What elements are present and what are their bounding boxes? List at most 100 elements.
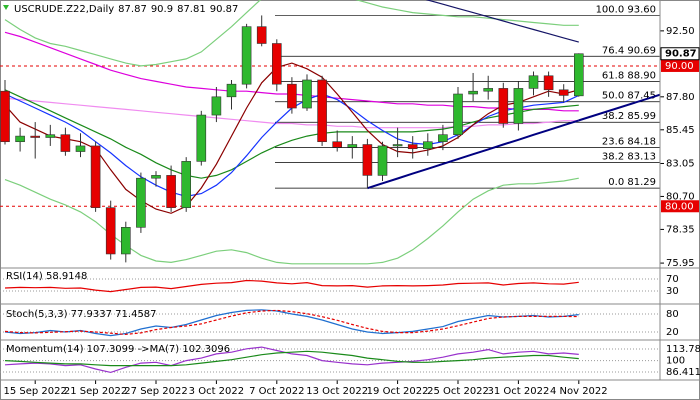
series-group: [4, 309, 579, 337]
indicator-line: [4, 177, 579, 265]
level-box: [661, 59, 699, 72]
title-icon: [3, 5, 9, 10]
title-text: USCRUDE.Z22,Daily: [14, 4, 114, 15]
candle-body: [271, 43, 282, 85]
candle-body: [287, 83, 297, 109]
candle-body: [513, 88, 524, 124]
candle-body: [453, 93, 463, 136]
y-tick-label: 113.785: [666, 344, 700, 355]
candle-body: [30, 135, 41, 138]
fib-label: 76.4 90.69: [602, 45, 656, 56]
candle-body: [211, 96, 222, 116]
candle-body: [317, 79, 327, 143]
panel-title: Stoch(5,3,3) 77.9337 71.4587: [6, 309, 157, 320]
series-group: [4, 346, 579, 374]
candle-body: [105, 207, 116, 255]
fib-label: 61.8 88.90: [602, 70, 656, 81]
candle-body: [392, 144, 403, 147]
y-tick-label: 75.95: [666, 258, 695, 269]
price-box: [660, 47, 700, 61]
fib-label: 23.6 84.18: [602, 137, 656, 148]
x-tick-label: 31 Oct 2022: [487, 386, 549, 397]
indicator-line: [4, 0, 579, 67]
y-tick-label: 85.45: [666, 125, 695, 136]
candle-body: [302, 79, 312, 109]
x-tick-label: 7 Oct 2022: [249, 386, 304, 397]
x-tick-label: 27 Sep 2022: [124, 386, 187, 397]
candle-body: [558, 89, 569, 96]
y-tick-label: 78.35: [666, 224, 695, 235]
y-tick-label: 100: [666, 356, 685, 367]
panel-title: RSI(14) 58.9148: [6, 271, 87, 282]
candle-body: [543, 75, 554, 91]
level-label: 90.00: [665, 61, 694, 72]
candle-body: [136, 177, 146, 228]
x-tick-label: 4 Nov 2022: [550, 386, 608, 397]
last-price-label: 90.87: [665, 49, 697, 60]
candle-body: [15, 135, 25, 143]
candle-body: [422, 141, 433, 150]
indicator-line: [4, 279, 579, 293]
candle-body: [121, 227, 131, 255]
candle-body: [362, 144, 373, 176]
candle-body: [438, 134, 448, 143]
indicator-line: [367, 119, 580, 190]
y-tick-label: 80: [666, 309, 679, 320]
ohlc-value: 87.87: [118, 4, 147, 15]
x-tick-label: 13 Oct 2022: [306, 386, 368, 397]
candle-body: [151, 175, 161, 179]
y-tick-label: 83.05: [666, 158, 695, 169]
y-tick-label: 92.50: [666, 26, 695, 37]
fib-label: 38.2 85.99: [602, 111, 656, 122]
candle-body: [528, 75, 539, 89]
indicator-line: [4, 62, 579, 214]
candle-body: [0, 90, 10, 143]
candle-body: [256, 26, 267, 44]
candle-body: [483, 88, 494, 92]
fib-label: 38.2 83.13: [602, 151, 656, 162]
candles: [0, 15, 584, 263]
x-tick-label: 15 Sep 2022: [4, 386, 67, 397]
y-tick-label: 30: [666, 286, 679, 297]
y-tick-label: 20: [666, 327, 679, 338]
chart-title: USCRUDE.Z22,Daily 87.87 90.9 87.81 90.87: [14, 4, 238, 15]
candle-body: [377, 145, 388, 176]
indicator-line: [4, 309, 579, 336]
y-tick-label: 86.4117: [666, 367, 700, 378]
x-tick-label: 19 Oct 2022: [367, 386, 429, 397]
fib-label: 100.0 93.60: [596, 4, 656, 15]
y-tick-label: 70: [666, 274, 679, 285]
fib-label: 0.0 81.29: [608, 177, 656, 188]
ohlc-value: 90.9: [151, 4, 173, 15]
candle-body: [468, 90, 478, 95]
indicator-line: [4, 346, 579, 374]
x-tick-label: 3 Oct 2022: [189, 386, 244, 397]
indicator-line: [4, 309, 579, 337]
x-tick-label: 25 Oct 2022: [427, 386, 489, 397]
ohlc-value: 90.87: [210, 4, 239, 15]
candle-body: [498, 88, 509, 124]
trendline-extension: [578, 93, 660, 122]
candle-body: [45, 134, 56, 138]
indicator-line: [4, 350, 579, 367]
panel-title: Momentum(14) 107.3099 ->MA(7) 102.3096: [6, 344, 230, 355]
level-label: 80.00: [665, 201, 694, 212]
candle-body: [166, 175, 176, 208]
candle-body: [407, 144, 418, 150]
candle-body: [90, 145, 101, 208]
candle-body: [196, 114, 207, 162]
indicator-line: [4, 97, 579, 129]
fib-label: 50.0 87.45: [602, 91, 656, 102]
candle-body: [347, 144, 358, 148]
level-box: [661, 200, 699, 213]
y-tick-label: 87.80: [666, 92, 695, 103]
series-group: [4, 279, 579, 293]
candle-body: [332, 141, 343, 148]
candle-body: [75, 145, 86, 152]
x-tick-label: 21 Sep 2022: [64, 386, 127, 397]
candle-body: [241, 26, 252, 85]
candle-body: [226, 83, 237, 98]
y-tick-label: 80.70: [666, 191, 695, 202]
candle-body: [181, 161, 191, 208]
